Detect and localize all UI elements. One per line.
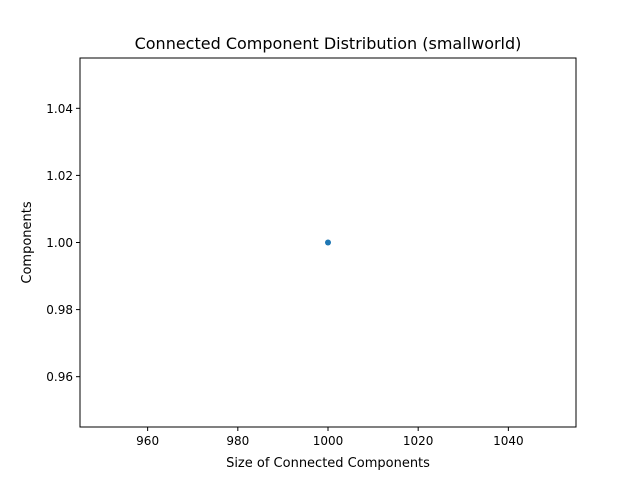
y-tick-label: 1.02 [46,169,73,183]
x-axis-ticks: 960 980 1000 1020 1040 [136,427,524,448]
y-tick-label: 1.04 [46,102,73,116]
chart-title: Connected Component Distribution (smallw… [135,34,522,53]
data-point [325,239,331,246]
x-axis-label: Size of Connected Components [226,456,430,471]
x-tick-label: 960 [136,434,159,448]
plot-area: 960 980 1000 1020 1040 0.96 0.98 1.00 1.02 1.04 [46,57,577,448]
data-points [325,239,331,246]
y-tick-label: 0.98 [46,303,73,317]
y-axis-label: Components [20,201,35,283]
x-tick-label: 1040 [493,434,524,448]
y-tick-label: 0.96 [46,370,73,384]
x-tick-label: 1000 [313,434,344,448]
y-tick-label: 1.00 [46,236,73,250]
y-axis-ticks: 0.96 0.98 1.00 1.02 1.04 [46,102,80,384]
x-tick-label: 980 [226,434,249,448]
x-tick-label: 1020 [403,434,434,448]
